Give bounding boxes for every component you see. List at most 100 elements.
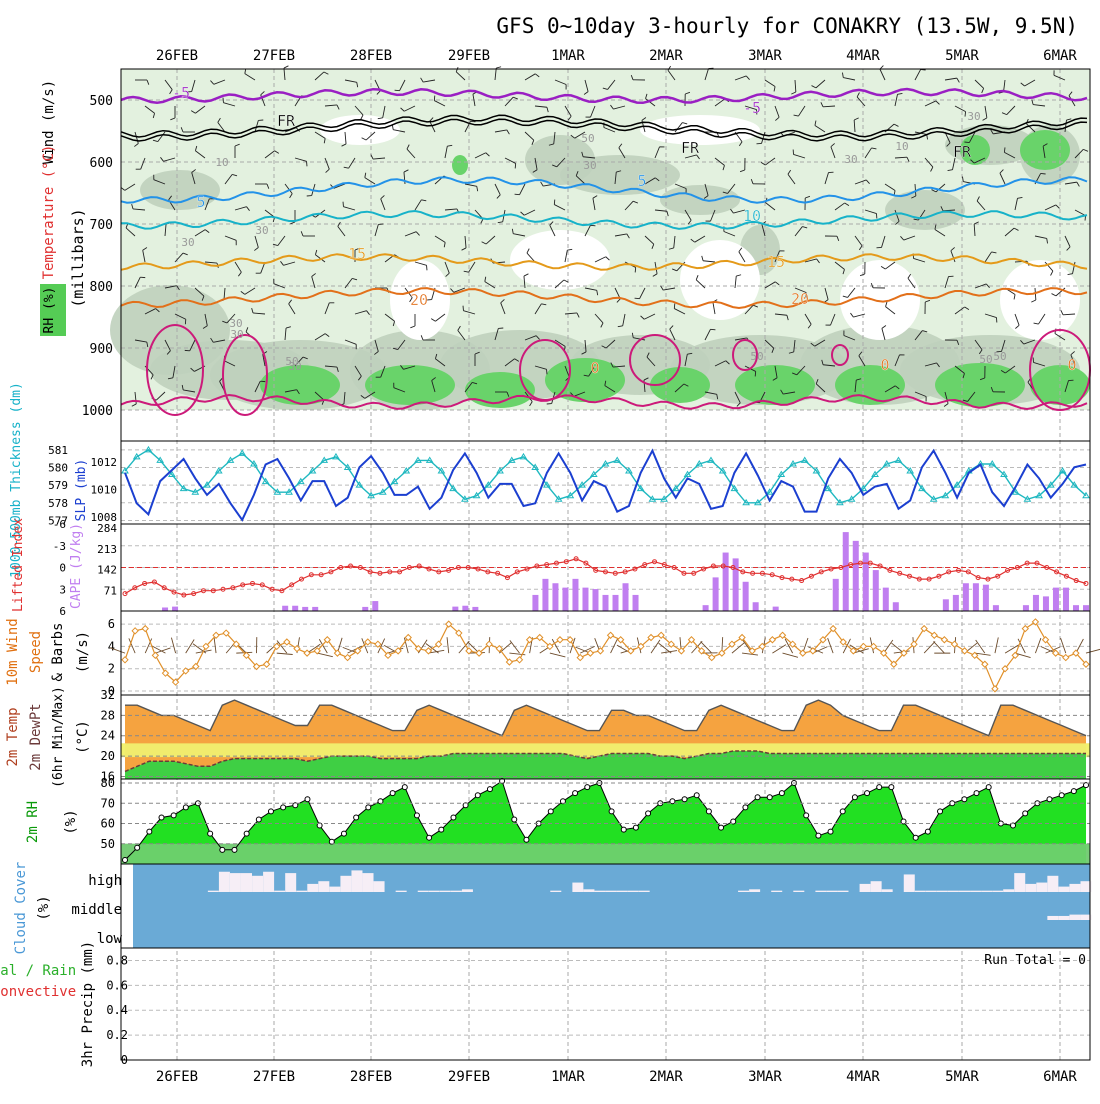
wind-tick-label: 2	[108, 662, 115, 676]
cloud-high-bar	[959, 891, 970, 892]
pressure-tick-label: 1000	[82, 404, 113, 419]
cape-bar	[853, 541, 859, 611]
cloud-high-bar	[583, 889, 594, 892]
rh2-marker	[986, 785, 991, 790]
cloud-high-bar	[274, 891, 285, 892]
cloud-high-bar	[926, 891, 937, 892]
cape-bar	[472, 607, 478, 611]
cape-bar	[552, 583, 558, 611]
cape-bar	[943, 599, 949, 611]
isotherm-label: FR	[277, 112, 296, 130]
date-label-top: 5MAR	[945, 48, 979, 64]
cloud-high-bar	[871, 881, 882, 892]
pressure-tick-label: 900	[90, 342, 113, 357]
cloud-high-bar	[418, 891, 429, 892]
cloud-high-bar	[374, 881, 385, 892]
wind-barb-flag	[395, 90, 400, 91]
wind-barb-flag	[554, 200, 555, 205]
cloud-high-bar	[981, 891, 992, 892]
cloud-high-bar	[937, 891, 948, 892]
wind-barb-flag	[755, 371, 756, 376]
ylabel-temperature: Temperature (°C)	[41, 145, 57, 280]
cloud-high-bar	[606, 891, 617, 892]
date-label-top: 3MAR	[748, 48, 782, 64]
rh2-marker	[573, 791, 578, 796]
date-label-top: 26FEB	[156, 48, 198, 64]
rh2-marker	[390, 791, 395, 796]
rh2-tick-label: 80	[101, 776, 115, 790]
cloud-high-bar	[860, 884, 871, 892]
isotherm-label: 20	[410, 291, 428, 309]
cloud-high-bar	[451, 891, 462, 892]
ylabel-cloud-cover: Cloud Cover	[13, 862, 29, 955]
wind-barb-flag	[515, 194, 520, 195]
ylabel-wind10m: 10m Wind	[5, 618, 21, 685]
cloud-high-bar	[738, 891, 749, 892]
isotherm-label: 5	[637, 172, 646, 190]
temp-tick-label: 20	[101, 749, 115, 763]
rh2-marker	[451, 815, 456, 820]
cloud-high-bar	[1025, 884, 1036, 892]
ylabel-rh-unit: (%)	[63, 809, 79, 834]
isotherm-label: 0	[880, 356, 889, 374]
ylabel-2m-temp: 2m Temp	[5, 707, 21, 766]
cloud-high-bar	[230, 873, 241, 892]
wind-barb-flag	[590, 225, 595, 226]
thickness-tick-label: 580	[48, 461, 68, 474]
cloud-high-bar	[550, 891, 561, 892]
cloud-high-bar	[882, 889, 893, 892]
cape-bar	[532, 595, 538, 611]
cloud-high-bar	[628, 891, 639, 892]
rh2-marker	[281, 805, 286, 810]
date-label-bottom: 28FEB	[350, 1069, 392, 1085]
rh-clear-area	[1000, 260, 1080, 340]
cape-bar	[993, 605, 999, 611]
isotherm-label: 5	[196, 193, 205, 211]
rh2-marker	[366, 805, 371, 810]
rh2-marker	[548, 809, 553, 814]
rh2-marker	[1023, 811, 1028, 816]
wind-tick-label: 6	[108, 617, 115, 631]
cape-tick-label: 284	[97, 522, 117, 535]
pressure-tick-label: 500	[90, 94, 113, 109]
rh-contour-label: 10	[215, 156, 228, 169]
cape-bar	[613, 595, 619, 611]
cape-bar	[452, 607, 458, 611]
cape-bar	[603, 595, 609, 611]
date-label-top: 1MAR	[551, 48, 585, 64]
cape-bar	[462, 606, 468, 611]
cloud-high-bar	[462, 889, 473, 892]
ylabel-barbs: & Barbs	[50, 622, 66, 681]
rh2-marker	[512, 817, 517, 822]
rh-contour-label: 50	[993, 350, 1006, 363]
cloud-high-bar	[837, 891, 848, 892]
rh-contour-label: 50	[979, 353, 992, 366]
rh2-marker	[621, 827, 626, 832]
rh2-marker	[585, 785, 590, 790]
rh2-marker	[694, 793, 699, 798]
rh2-marker	[1059, 793, 1064, 798]
cloud-high-bar	[1036, 883, 1047, 892]
cape-bar	[1063, 588, 1069, 611]
wind-barb-flag	[434, 96, 435, 101]
run-total: Run Total = 0	[984, 953, 1086, 968]
cape-bar	[282, 606, 288, 611]
li-tick-label: -6	[53, 518, 66, 531]
thickness-tick-label: 578	[48, 497, 68, 510]
cloud-high-bar	[285, 873, 296, 892]
li-tick-label: -3	[53, 540, 66, 553]
cloud-high-bar	[429, 891, 440, 892]
ylabel-cape: CAPE (J/kg)	[69, 523, 84, 609]
wind-barb-flag	[965, 112, 966, 117]
date-label-top: 28FEB	[350, 48, 392, 64]
rh2-marker	[244, 831, 249, 836]
cloud-background	[133, 864, 1090, 948]
wind-barb-flag	[674, 304, 675, 309]
cape-bar	[312, 607, 318, 611]
cape-bar	[1053, 588, 1059, 611]
cape-bar	[723, 553, 729, 611]
cloud-high-bar	[749, 889, 760, 892]
ylabel-total-rain: tal / Rain	[0, 963, 76, 979]
rh2-marker	[682, 797, 687, 802]
ylabel-cloud-unit: (%)	[36, 895, 52, 920]
